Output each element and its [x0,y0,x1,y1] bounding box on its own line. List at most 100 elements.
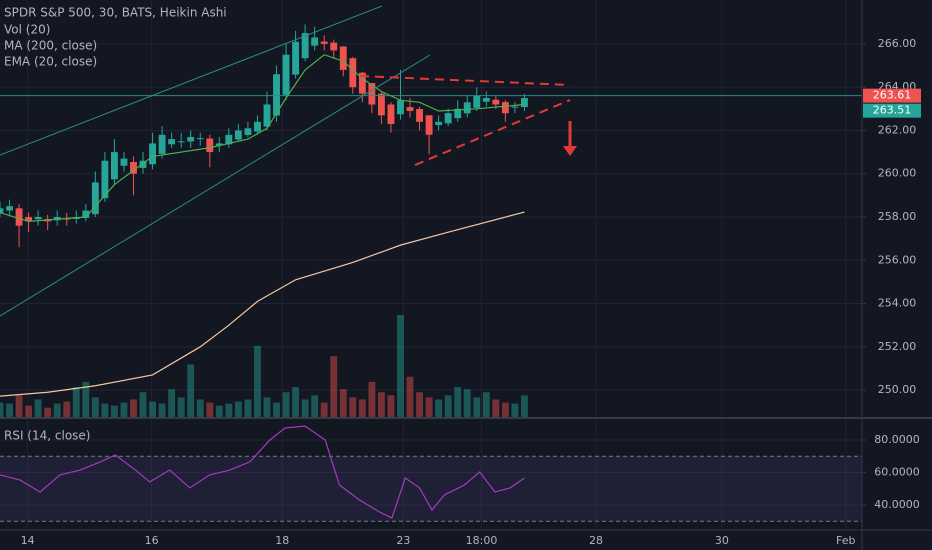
candle-body [320,41,328,44]
candle-body [387,104,395,124]
candle-body [406,107,414,111]
volume-bar [501,402,509,418]
volume-bar [368,381,376,418]
volume-bar [120,402,128,418]
candle-body [234,130,242,140]
volume-bar [6,403,13,418]
volume-bar [15,395,23,418]
volume-bar [416,392,423,418]
y-tick-label: 266.00 [878,37,917,50]
resistance-line [359,75,571,86]
candle-body [206,138,214,153]
price-label-box [863,88,921,103]
candle-body [463,102,471,114]
candle-body [196,138,204,140]
y-tick-label: 252.00 [878,340,917,353]
volume-bar [82,381,90,418]
price-label: 263.61 [873,89,912,102]
x-tick-label: 23 [396,534,410,547]
drawings [0,5,577,317]
candle-body [368,83,376,105]
volume-bar [130,399,137,418]
y-tick-label: 258.00 [878,210,917,223]
candle-body [244,128,252,136]
volume-bar [25,405,33,418]
candle-body [292,41,300,75]
candle-body [139,160,147,168]
volume-bar [463,389,471,418]
volume-bar [215,405,223,418]
candle-body [263,104,271,127]
volume-layer [0,315,528,418]
volume-bar [282,392,290,418]
price-label-box [863,103,921,118]
candle-body [473,95,481,108]
candle-body [454,108,462,119]
candle-layer [0,24,528,248]
volume-bar [406,376,414,418]
x-tick-label: Feb [836,534,855,547]
legend-entry: EMA (20, close) [4,55,97,69]
candle-body [149,143,156,165]
volume-bar [168,389,176,418]
volume-bar [244,399,252,418]
volume-bar [330,356,338,418]
indicator-line [0,54,525,222]
candle-body [521,98,528,108]
volume-bar [349,397,357,418]
volume-bar [435,399,443,418]
x-tick-label: 18 [275,534,289,547]
legend-entry: Vol (20) [4,23,50,37]
volume-bar [234,401,242,418]
volume-bar [63,401,71,418]
candle-body [349,58,357,88]
volume-bar [44,407,52,418]
candle-body [82,210,90,218]
candle-body [15,208,23,226]
volume-bar [521,395,528,418]
candle-body [254,121,261,132]
candle-body [187,136,195,142]
volume-bar [149,401,156,418]
candle-body [492,99,500,105]
line-layer [0,54,862,397]
y-tick-label: 60.0000 [874,465,920,478]
volume-bar [177,397,185,418]
volume-bar [377,392,385,418]
volume-bar [196,399,204,418]
volume-bar [320,402,328,418]
y-tick-label: 262.00 [878,123,917,136]
volume-bar [72,387,80,418]
volume-bar [358,399,366,418]
candle-body [0,208,4,213]
candle-body [130,162,137,174]
price-label: 263.51 [873,104,912,117]
indicator-line [0,211,525,397]
x-tick-label: 30 [715,534,729,547]
candle-body [225,134,233,145]
candle-body [168,139,176,145]
volume-bar [34,399,42,418]
rsi-line [0,425,525,519]
channel-line [0,54,431,317]
candle-body [91,182,99,215]
candle-body [34,217,42,220]
candle-body [425,115,433,135]
candle-body [311,37,319,46]
volume-bar [225,403,233,418]
candle-body [177,141,185,143]
candle-body [301,33,309,59]
arrow-head [563,146,577,156]
candle-body [25,217,33,222]
volume-bar [425,397,433,418]
volume-bar [263,397,271,418]
candle-body [215,143,223,146]
volume-bar [511,403,519,418]
volume-bar [206,402,214,418]
volume-bar [187,364,195,418]
support-line [414,99,571,166]
volume-bar [273,402,280,418]
